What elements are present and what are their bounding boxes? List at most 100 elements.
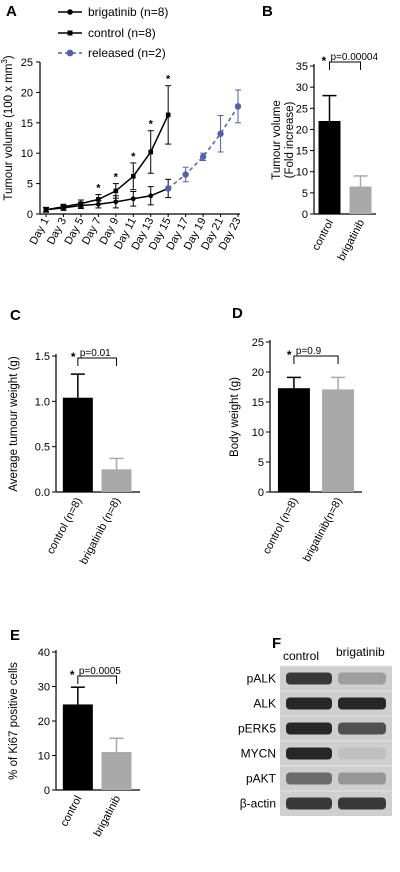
y-tick-label: 20 [296, 124, 308, 136]
western-blot-panel: control brigatinib pALK ALK pERK5 MYCN pAKT β-a… [238, 645, 392, 816]
blot-band-control [286, 697, 332, 710]
significance-star: * [166, 74, 171, 86]
y-tick-label: 10 [296, 167, 308, 179]
series-line-1 [45, 114, 169, 211]
data-point [130, 196, 136, 202]
blot-band-brigatinib [338, 672, 386, 685]
panel-label-e: E [10, 627, 20, 644]
significance-star: * [287, 348, 292, 362]
y-tick-label: 1.0 [35, 396, 50, 408]
y-tick-label: 20 [38, 716, 50, 728]
significance-bracket [77, 357, 117, 366]
p-value-annotation: p=0.0005 [79, 666, 121, 677]
bar-control [318, 120, 341, 214]
data-point [199, 153, 207, 161]
blot-band-brigatinib [338, 722, 386, 735]
x-tick-label: brigatinib (n=8) [78, 496, 123, 567]
y-tick-label: 10 [21, 148, 33, 160]
chart-body-weight: 0 5 10 15 20 25 Body weight (g) control (n=8) br… [229, 337, 362, 564]
panel-label-b: B [262, 3, 273, 20]
blot-band-brigatinib [338, 697, 386, 710]
bar-brigatinib(n=8) [322, 389, 355, 492]
x-tick-label: brigatinib [336, 218, 368, 263]
y-tick-label: 0 [258, 487, 264, 499]
bar-control [277, 388, 310, 492]
blot-band-control [286, 747, 332, 760]
x-tick-label: brigatinib [92, 794, 124, 839]
significance-star: * [149, 119, 154, 131]
y-tick-label: 25 [296, 103, 308, 115]
blot-column-brigatinib: brigatinib [336, 645, 385, 659]
data-point [130, 174, 136, 179]
chart-tumour-weight: 0.0 0.5 1.0 1.5 Average tumour weight (g) con… [8, 348, 140, 566]
y-tick-label: 25 [252, 337, 264, 349]
y-tick-label: 15 [252, 397, 264, 409]
data-point [164, 185, 172, 192]
y-axis-label: Tumour volume (100 x mm3) [0, 55, 15, 200]
blot-band-control [286, 797, 332, 810]
data-point [78, 201, 84, 206]
data-point [234, 103, 242, 110]
data-point [217, 130, 224, 137]
y-tick-label: 0.5 [35, 442, 50, 454]
y-axis-label: % of Ki67 positive cells [8, 662, 20, 780]
chart-tumour-volume-fold: 0 5 10 15 20 25 30 35 Tumour volume (Fold increas… [271, 52, 378, 263]
y-tick-label: 40 [38, 647, 50, 659]
significance-star: * [71, 350, 76, 364]
y-tick-label: 5 [27, 179, 33, 191]
blot-row-label: β-actin [240, 797, 276, 811]
chart-ki67: 0 10 20 30 40 % of Ki67 positive cells control… [8, 647, 140, 839]
y-tick-label: 15 [296, 146, 308, 158]
y-tick-label: 0.0 [35, 487, 50, 499]
p-value-annotation: p=0.9 [296, 346, 322, 357]
legend-marker [66, 49, 74, 57]
y-tick-label: 15 [21, 118, 33, 130]
blot-row-label: ALK [253, 697, 276, 711]
legend-marker [67, 30, 73, 36]
blot-band-brigatinib [338, 772, 386, 785]
y-tick-label: 0 [27, 209, 33, 221]
bar-brigatinib [101, 469, 132, 492]
significance-bracket [329, 61, 361, 70]
x-tick-label: control (n=8) [261, 496, 301, 556]
data-point [43, 207, 49, 213]
y-tick-label: 10 [38, 751, 50, 763]
blot-band-control [286, 722, 332, 735]
bar-control [62, 704, 93, 790]
legend-marker [67, 9, 73, 15]
legend-entry: released (n=2) [88, 46, 166, 60]
y-tick-label: 30 [296, 82, 308, 94]
blot-row-label: MYCN [241, 747, 276, 761]
y-tick-label: 30 [38, 682, 50, 694]
bar-brigatinib [101, 752, 132, 790]
y-axis-label-main: Tumour volume (100 x mm [3, 64, 15, 201]
x-tick-label: control (n=8) [45, 496, 85, 556]
blot-band-brigatinib [338, 747, 386, 760]
significance-bracket [77, 675, 117, 684]
significance-star: * [70, 668, 75, 682]
p-value-annotation: p=0.00004 [331, 52, 379, 63]
data-point [165, 112, 171, 118]
y-tick-label: 5 [258, 457, 264, 469]
bar-brigatinib [349, 186, 372, 214]
y-tick-label: 20 [21, 87, 33, 99]
significance-star: * [114, 172, 119, 184]
y-tick-label: 25 [21, 57, 33, 69]
y-axis-label-close: ) [3, 55, 15, 59]
data-point [148, 149, 154, 155]
significance-star: * [131, 151, 136, 163]
blot-band-control [286, 772, 332, 785]
significance-star: * [96, 183, 101, 195]
data-point [148, 193, 154, 199]
blot-band-control [286, 672, 332, 685]
data-point [113, 199, 119, 205]
panel-label-a: A [6, 3, 17, 20]
legend-entry: control (n=8) [88, 26, 156, 40]
y-tick-label: 1.5 [35, 351, 50, 363]
blot-band-brigatinib [338, 797, 386, 810]
panel-label-f: F [272, 635, 281, 652]
data-point [182, 171, 189, 178]
significance-star: * [322, 54, 327, 68]
series-line-0 [45, 187, 169, 211]
